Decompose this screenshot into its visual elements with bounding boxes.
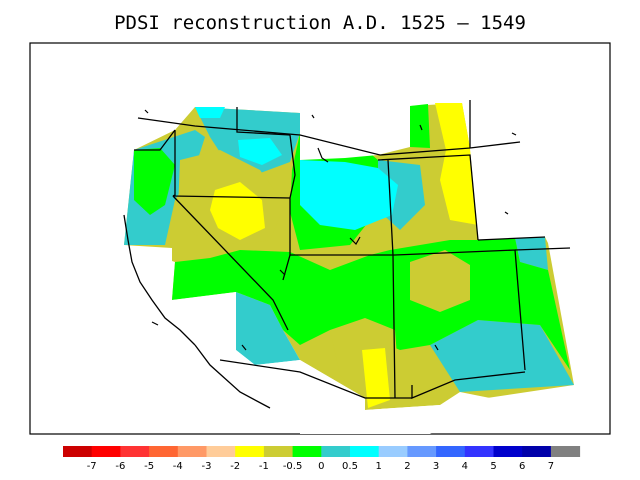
map-title: PDSI reconstruction A.D. 1525 – 1549 [114,12,526,34]
colorbar-label: 4 [462,461,468,472]
colorbar-label: -1 [259,461,269,472]
colorbar-label: 1 [376,461,382,472]
field-wyoming-cyan [300,160,398,230]
pdsi-fields [124,103,574,410]
colorbar-swatch [436,446,466,457]
border-wy [377,154,479,241]
colorbar-swatch [91,446,121,457]
colorbar-swatch [350,446,380,457]
lake-11 [151,321,159,326]
colorbar-label: 7 [548,461,554,472]
field-top-cyan [195,107,225,118]
colorbar-label: -4 [173,461,183,472]
border-az-mx [219,359,412,399]
lakes [144,109,517,351]
colorbar [63,446,581,457]
field-nw-green [134,148,175,215]
border-ks-ok [514,247,571,251]
colorbar-label: 0 [318,461,324,472]
colorbar-swatch [378,446,408,457]
border-nm-tx [411,371,526,399]
lake-3 [317,147,329,163]
colorbar-swatch [550,446,581,457]
border-ca-nv-diag [172,195,289,331]
boundaries [123,100,571,409]
colorbar-swatch [321,446,351,457]
field-east [515,237,548,270]
lake-9 [241,344,247,351]
colorbar-swatch [235,446,265,457]
colorbar-swatch [263,446,294,457]
colorbar-labels: -7 -6 -5 -4 -3 -2 -1 -0.5 0 0.5 1 2 3 4 5 6 7 [87,461,554,472]
colorbar-swatch [120,446,150,457]
colorbar-label: 2 [404,461,410,472]
colorbar-label: -2 [230,461,240,472]
colorbar-swatch [493,446,523,457]
field-arizona-yellow [362,348,390,408]
mask-dakota [470,142,530,240]
mask-areas [124,106,530,434]
colorbar-swatch [177,446,207,457]
border-canada [137,117,521,156]
lake-4 [349,236,361,245]
colorbar-label: -0.5 [283,461,303,472]
field-southwest [236,292,300,365]
border-ne [477,236,546,241]
lake-2 [311,114,315,119]
border-co [387,159,396,399]
colorbar-swatch [206,446,236,457]
colorbar-label: 5 [490,461,496,472]
border-idaho [236,107,291,136]
field-idaho-cyan [238,138,282,165]
colorbar-label: -3 [202,461,212,472]
colorbar-swatch [464,446,494,457]
colorbar-swatch [63,446,93,457]
border-mx-south [194,344,271,409]
colorbar-swatch [522,446,552,457]
colorbar-swatch [407,446,437,457]
field-wyoming-yellow [435,103,478,225]
lake-7 [504,211,509,215]
field-newmexico [430,320,574,392]
colorbar-label: 6 [519,461,525,472]
lake-1 [144,109,149,114]
border-wa-or [134,129,176,151]
colorbar-swatch [149,446,179,457]
colorbar-label: -7 [87,461,97,472]
lake-5 [419,124,423,131]
field-central-band [172,238,570,370]
border-id-mt [289,134,296,199]
field-colorado-olive [410,250,470,312]
mask-montana-gap [300,106,410,160]
mask-sonora [300,360,500,434]
border-pacific [123,214,196,346]
border-or-ca-nv [172,130,291,199]
colorbar-label: -6 [115,461,125,472]
colorbar-label: 0.5 [342,461,358,472]
lake-8 [279,269,286,276]
colorbar-swatch [292,446,322,457]
lake-6 [511,132,517,136]
colorbar-label: 3 [433,461,439,472]
colorbar-label: -5 [144,461,154,472]
lake-10 [434,344,439,351]
